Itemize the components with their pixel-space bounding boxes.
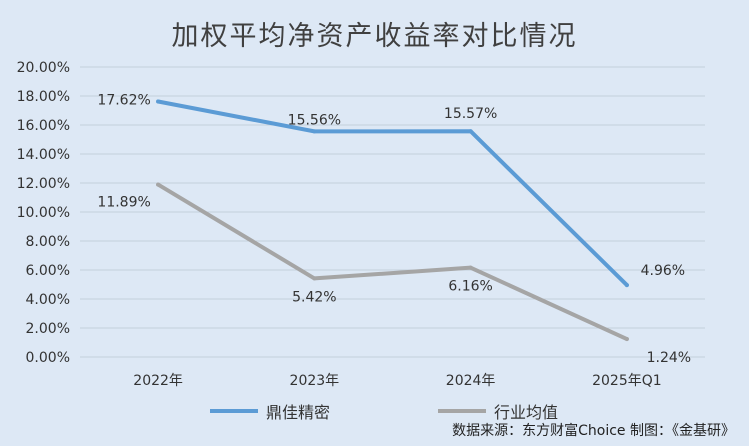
legend-item-series-2: 行业均值	[438, 399, 558, 423]
y-tick-label: 12.00%	[17, 176, 70, 192]
x-tick-label: 2024年	[446, 373, 496, 389]
y-tick-label: 18.00%	[17, 89, 70, 105]
data-label: 5.42%	[292, 289, 336, 305]
y-tick-label: 2.00%	[26, 321, 70, 337]
source-note: 数据来源：东方财富Choice 制图：《金基研》	[452, 423, 735, 439]
legend: 鼎佳精密 行业均值	[210, 399, 666, 423]
data-label: 1.24%	[647, 350, 691, 366]
data-point	[312, 129, 317, 134]
data-label: 11.89%	[97, 195, 150, 211]
y-tick-label: 14.00%	[17, 147, 70, 163]
legend-item-series-1: 鼎佳精密	[210, 399, 330, 423]
series-line-2	[156, 182, 629, 342]
legend-label-series-2: 行业均值	[494, 403, 559, 422]
data-label: 6.16%	[448, 279, 492, 295]
data-label: 15.57%	[444, 106, 497, 122]
series-line-1	[156, 99, 629, 288]
x-tick-label: 2023年	[290, 373, 340, 389]
legend-swatch-series-2	[438, 409, 487, 413]
y-tick-label: 0.00%	[26, 350, 70, 366]
data-point	[624, 337, 629, 342]
data-point	[312, 276, 317, 281]
y-tick-label: 4.00%	[26, 292, 70, 308]
data-point	[156, 182, 161, 187]
x-tick-label: 2025年Q1	[592, 373, 662, 389]
y-tick-label: 16.00%	[17, 118, 70, 134]
y-tick-label: 10.00%	[17, 205, 70, 221]
data-point	[468, 129, 473, 134]
data-label: 4.96%	[641, 263, 685, 279]
y-tick-label: 8.00%	[26, 234, 70, 250]
data-point	[468, 265, 473, 270]
data-point	[156, 99, 161, 104]
y-tick-label: 20.00%	[17, 60, 70, 76]
y-tick-label: 6.00%	[26, 263, 70, 279]
chart-title: 加权平均净资产收益率对比情况	[171, 21, 578, 52]
legend-label-series-1: 鼎佳精密	[266, 403, 331, 422]
data-label: 17.62%	[97, 93, 150, 109]
data-point	[624, 283, 629, 288]
data-label: 15.56%	[288, 112, 341, 128]
x-tick-label: 2022年	[133, 373, 183, 389]
legend-swatch-series-1	[210, 409, 258, 413]
